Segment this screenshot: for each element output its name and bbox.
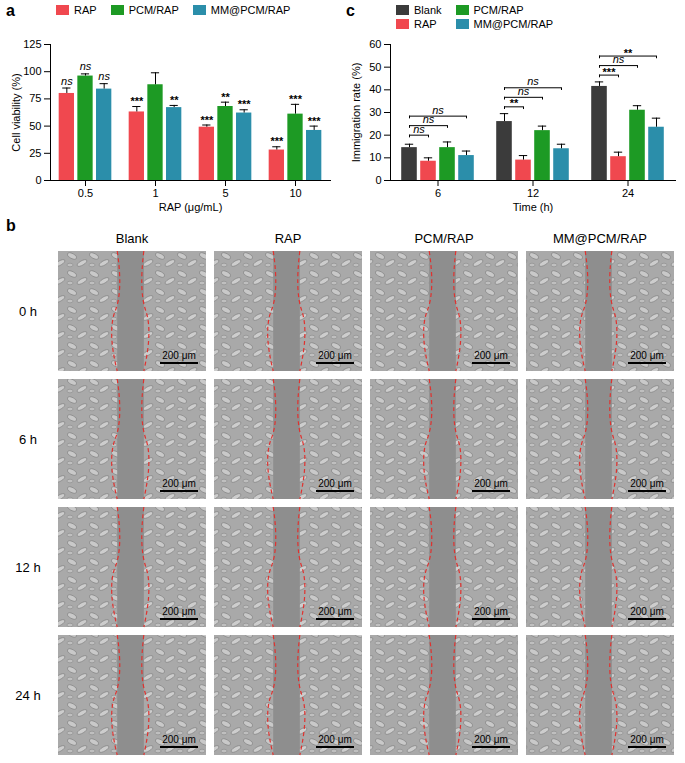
- svg-text:24: 24: [622, 187, 634, 199]
- svg-text:ns: ns: [432, 104, 444, 116]
- svg-text:200 μm: 200 μm: [474, 478, 508, 489]
- html-text:MM@PCM/RAP: MM@PCM/RAP: [210, 4, 291, 16]
- svg-text:200 μm: 200 μm: [474, 734, 508, 745]
- svg-text:50: 50: [29, 120, 41, 132]
- svg-text:200 μm: 200 μm: [318, 606, 352, 617]
- svg-text:0 h: 0 h: [19, 304, 37, 319]
- svg-text:125: 125: [23, 38, 41, 50]
- svg-text:12 h: 12 h: [15, 560, 40, 575]
- svg-text:ns: ns: [413, 122, 425, 135]
- html-text:MM@PCM/RAP: MM@PCM/RAP: [473, 18, 554, 30]
- svg-text:40: 40: [369, 83, 381, 95]
- svg-text:Time (h): Time (h): [513, 201, 554, 213]
- svg-text:200 μm: 200 μm: [630, 478, 664, 489]
- svg-text:12: 12: [527, 187, 539, 199]
- svg-text:***: ***: [603, 66, 617, 78]
- svg-text:RAP: RAP: [275, 231, 302, 246]
- svg-text:200 μm: 200 μm: [318, 478, 352, 489]
- svg-text:Immigration rate (%): Immigration rate (%): [350, 63, 362, 163]
- svg-text:ns: ns: [517, 84, 530, 97]
- svg-text:60: 60: [369, 38, 381, 50]
- svg-text:Blank: Blank: [116, 231, 149, 246]
- svg-text:200 μm: 200 μm: [630, 734, 664, 745]
- svg-text:b: b: [6, 217, 16, 234]
- svg-text:25: 25: [29, 147, 41, 159]
- svg-text:PCM/RAP: PCM/RAP: [414, 231, 473, 246]
- html-text:PCM/RAP: PCM/RAP: [128, 4, 179, 16]
- svg-text:200 μm: 200 μm: [630, 606, 664, 617]
- svg-text:ns: ns: [98, 70, 110, 82]
- html-text:RAP: RAP: [414, 18, 437, 30]
- html-text:PCM/RAP: PCM/RAP: [473, 4, 524, 16]
- svg-text:Cell viability (%): Cell viability (%): [10, 73, 22, 151]
- svg-text:100: 100: [23, 65, 41, 77]
- svg-text:5: 5: [222, 187, 228, 199]
- svg-text:30: 30: [369, 106, 381, 118]
- html-text:RAP: RAP: [74, 4, 97, 16]
- svg-text:200 μm: 200 μm: [162, 606, 196, 617]
- svg-text:**: **: [221, 91, 230, 103]
- svg-text:***: ***: [130, 95, 144, 107]
- svg-text:75: 75: [29, 92, 41, 104]
- svg-text:6: 6: [435, 187, 441, 199]
- svg-text:ns: ns: [61, 75, 73, 87]
- svg-text:ns: ns: [612, 53, 625, 66]
- svg-text:***: ***: [270, 135, 284, 147]
- svg-text:200 μm: 200 μm: [630, 350, 664, 361]
- svg-text:**: **: [170, 94, 179, 106]
- svg-text:200 μm: 200 μm: [318, 350, 352, 361]
- html-text:c: c: [346, 2, 355, 19]
- svg-text:RAP (μg/mL): RAP (μg/mL): [159, 201, 223, 213]
- svg-text:ns: ns: [80, 60, 92, 72]
- svg-text:200 μm: 200 μm: [318, 734, 352, 745]
- svg-text:0.5: 0.5: [78, 187, 93, 199]
- svg-text:200 μm: 200 μm: [474, 606, 508, 617]
- svg-text:6 h: 6 h: [19, 432, 37, 447]
- svg-text:50: 50: [369, 61, 381, 73]
- svg-text:200 μm: 200 μm: [162, 350, 196, 361]
- svg-text:***: ***: [200, 114, 214, 126]
- svg-text:0: 0: [35, 174, 41, 186]
- svg-text:***: ***: [289, 93, 303, 105]
- svg-text:10: 10: [369, 151, 381, 163]
- svg-text:***: ***: [238, 98, 252, 110]
- html-text:Blank: Blank: [414, 4, 442, 16]
- html-text:a: a: [6, 2, 15, 19]
- svg-text:**: **: [510, 97, 519, 109]
- svg-text:MM@PCM/RAP: MM@PCM/RAP: [553, 231, 647, 246]
- svg-text:ns: ns: [527, 75, 539, 87]
- svg-text:***: ***: [308, 115, 322, 127]
- svg-text:1: 1: [152, 187, 158, 199]
- svg-text:**: **: [624, 47, 633, 59]
- svg-text:0: 0: [375, 174, 381, 186]
- svg-text:10: 10: [289, 187, 301, 199]
- svg-text:20: 20: [369, 129, 381, 141]
- svg-text:24 h: 24 h: [15, 688, 40, 703]
- svg-text:200 μm: 200 μm: [162, 478, 196, 489]
- svg-text:ns: ns: [422, 113, 435, 126]
- svg-text:200 μm: 200 μm: [162, 734, 196, 745]
- svg-text:200 μm: 200 μm: [474, 350, 508, 361]
